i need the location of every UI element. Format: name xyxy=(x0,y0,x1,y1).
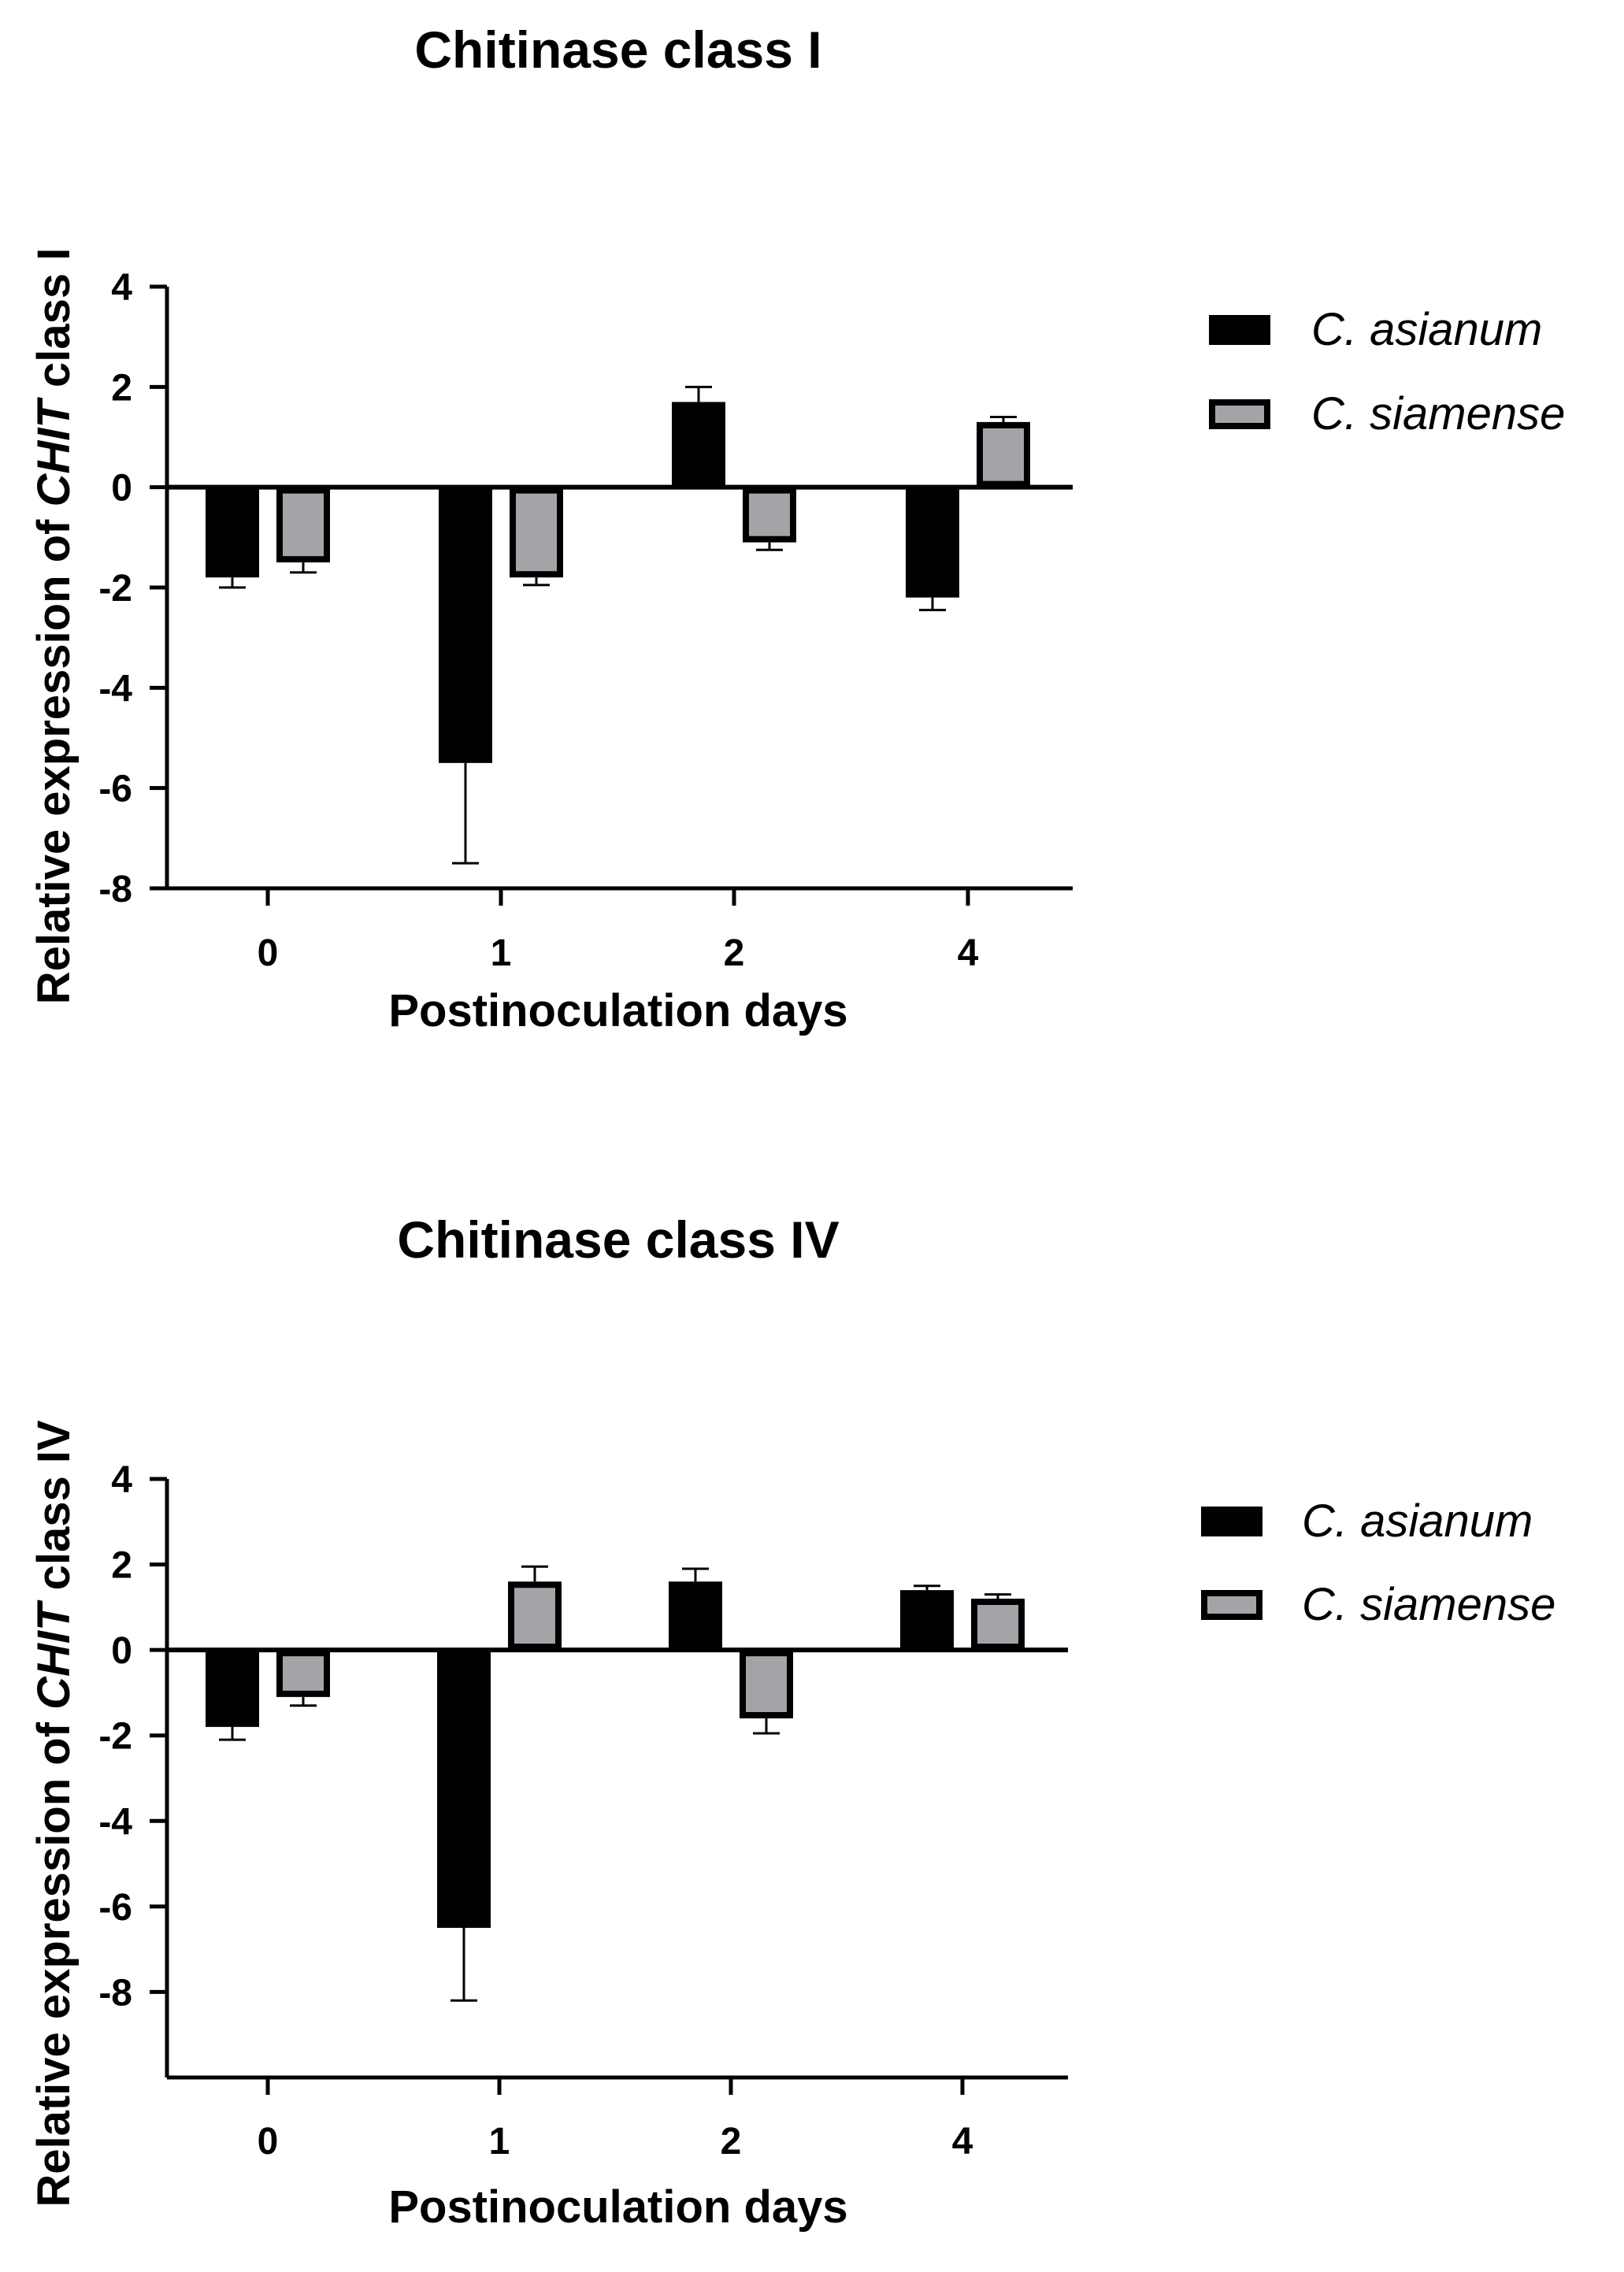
y-tick-label: 4 xyxy=(111,1459,132,1501)
bars xyxy=(206,1565,1025,2002)
bar xyxy=(971,1599,1025,1651)
legend-swatch xyxy=(1201,1590,1262,1620)
x-tick-label: 0 xyxy=(258,2121,279,2163)
y-axis-title-gene: CHIT xyxy=(28,397,80,507)
y-tick-label: -6 xyxy=(98,769,132,810)
x-tick-label: 1 xyxy=(489,2121,510,2163)
y-tick-label: 0 xyxy=(111,468,132,510)
y-tick-label: -2 xyxy=(98,1716,132,1758)
legend-swatch xyxy=(1209,315,1270,345)
x-tick-label: 4 xyxy=(958,932,979,974)
bar xyxy=(669,1581,722,1651)
bar xyxy=(437,1650,491,1928)
y-tick-label: -8 xyxy=(98,1972,132,2014)
x-tick-label: 1 xyxy=(491,932,512,974)
y-tick-label: 2 xyxy=(111,1545,132,1587)
x-tick-label: 0 xyxy=(258,932,279,974)
y-axis-ticks: 4 2 0 -2 -4 -6 -8 xyxy=(98,1459,167,2014)
x-axis-title: Postinoculation days xyxy=(388,985,847,1036)
y-tick-label: 2 xyxy=(111,367,132,409)
legend: C. asianum C. siamense xyxy=(1209,304,1565,439)
y-tick-label: -6 xyxy=(98,1887,132,1929)
x-axis-title: Postinoculation days xyxy=(388,2181,847,2233)
x-tick-label: 4 xyxy=(952,2121,973,2163)
chart-title: Chitinase class I xyxy=(414,20,821,79)
bar xyxy=(439,487,492,763)
y-axis-title-part-2: class I xyxy=(28,248,80,400)
bars xyxy=(206,385,1030,865)
y-axis-title-part-2: class IV xyxy=(28,1420,80,1603)
y-axis-title-part-1: Relative expression of xyxy=(28,507,80,1005)
chart-panel-chitinase-class-iv: Chitinase class IV Relative expression o… xyxy=(28,1210,1555,2233)
bar xyxy=(743,487,796,543)
bar xyxy=(900,1590,954,1651)
chart-title: Chitinase class IV xyxy=(397,1210,839,1269)
chart-panel-chitinase-class-i: Chitinase class I Relative expression of… xyxy=(28,20,1565,1036)
y-axis-title: Relative expression of CHIT class IV xyxy=(28,1420,80,2207)
bar xyxy=(508,1581,562,1651)
bar xyxy=(206,1650,259,1727)
y-axis-title: Relative expression of CHIT class I xyxy=(28,248,80,1005)
bar xyxy=(206,487,259,578)
legend-swatch xyxy=(1209,399,1270,429)
x-axis-ticks: 0 1 2 4 xyxy=(258,2077,973,2163)
bar xyxy=(276,1650,330,1697)
axes xyxy=(165,287,1073,891)
legend-swatch xyxy=(1201,1507,1262,1536)
legend-label: C. asianum xyxy=(1311,304,1542,355)
y-tick-label: -4 xyxy=(98,668,132,710)
legend-label: C. siamense xyxy=(1311,388,1565,439)
bar xyxy=(977,421,1030,487)
legend-label: C. siamense xyxy=(1302,1579,1555,1630)
x-axis-ticks: 0 1 2 4 xyxy=(258,888,979,974)
bar xyxy=(672,402,725,487)
x-tick-label: 2 xyxy=(724,932,745,974)
bar xyxy=(276,487,330,563)
legend: C. asianum C. siamense xyxy=(1201,1496,1555,1630)
bar xyxy=(906,487,959,598)
y-tick-label: -4 xyxy=(98,1801,132,1843)
y-tick-label: 4 xyxy=(111,267,132,309)
y-tick-label: -2 xyxy=(98,568,132,610)
x-tick-label: 2 xyxy=(721,2121,742,2163)
bar xyxy=(740,1650,793,1718)
y-axis-title-part-1: Relative expression of xyxy=(28,1710,80,2207)
y-tick-label: 0 xyxy=(111,1630,132,1672)
bar xyxy=(510,487,563,578)
axes xyxy=(165,1479,1068,2080)
y-axis-ticks: 4 2 0 -2 -4 -6 -8 xyxy=(98,267,167,910)
y-axis-title-gene: CHIT xyxy=(28,1599,80,1710)
y-tick-label: -8 xyxy=(98,869,132,910)
legend-label: C. asianum xyxy=(1302,1496,1533,1547)
